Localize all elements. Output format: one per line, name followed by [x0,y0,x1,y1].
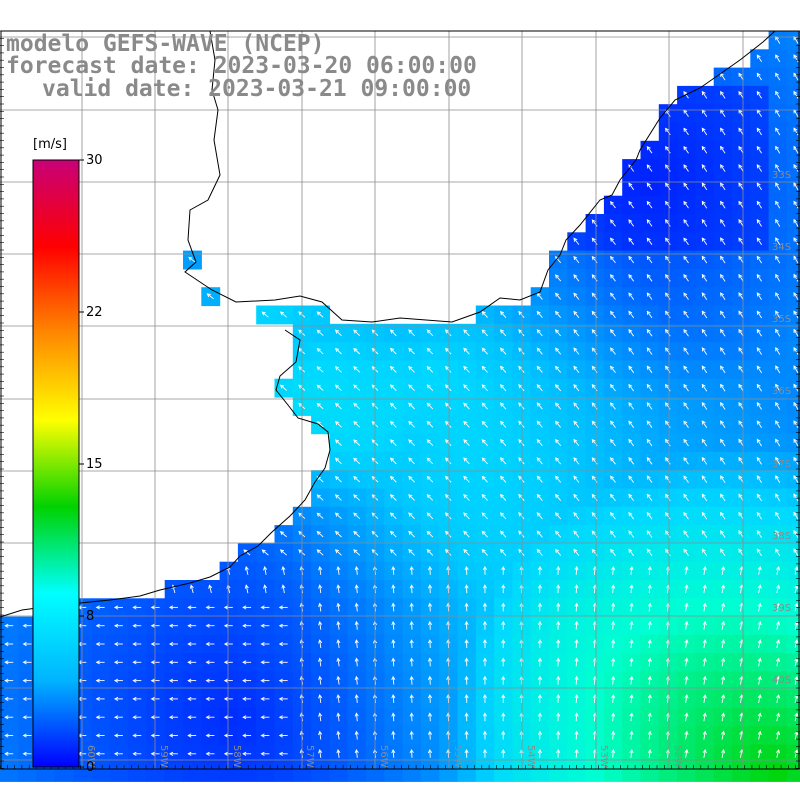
wind-cell [622,763,641,782]
wind-cell [787,214,800,233]
wind-cell [787,141,800,160]
lon-label: 54W [525,745,536,768]
wind-cell [110,763,129,782]
colorbar-tick-label: 15 [86,457,103,472]
wind-cell [695,763,714,782]
colorbar-tick-label: 22 [86,305,103,320]
wind-cell [256,763,275,782]
wind-cell [787,86,800,105]
lon-label: 55W [452,745,463,768]
wind-cell [476,763,495,782]
forecast-date: forecast date: 2023-03-20 06:00:00 [6,55,477,78]
wind-cell [0,763,19,782]
wind-cell [787,360,800,379]
wind-cell [787,708,800,727]
lat-label: 36S [772,386,791,397]
wind-cell [787,543,800,562]
wind-cell [769,763,788,782]
lon-label: 57W [304,745,315,768]
wind-cell [787,434,800,453]
wind-cell [421,763,440,782]
wind-cell [787,287,800,306]
wind-cell [787,617,800,636]
lat-label: 33S [772,170,791,181]
wind-cell [787,470,800,489]
wind-cell [787,507,800,526]
lon-label: 58W [231,745,242,768]
colorbar-unit-label: [m/s] [33,137,67,152]
wind-cell [787,763,800,782]
wind-cell [128,763,147,782]
lat-label: 35S [772,314,791,325]
wind-cell [787,580,800,599]
lat-label: 37S [772,459,791,470]
wind-cell [787,251,800,270]
wind-cell [787,726,800,745]
wind-cell [403,763,422,782]
wind-cell [787,68,800,87]
colorbar-tick-label: 30 [86,153,103,168]
lat-label: 34S [772,242,791,253]
valid-date: valid date: 2023-03-21 09:00:00 [42,78,471,101]
wind-cell [183,763,202,782]
wind-cell [787,104,800,123]
wind-cell [787,690,800,709]
wind-cell [787,324,800,343]
colorbar-tick-label: 8 [86,609,94,624]
wind-cell [787,49,800,68]
lon-label: 56W [378,745,389,768]
lat-label: 40S [772,675,791,686]
colorbar-tick-label: 0 [86,760,94,775]
wind-cell [787,196,800,215]
lon-label: 59W [158,745,169,768]
lon-label: 53W [598,745,609,768]
lat-label: 39S [772,603,791,614]
colorbar-scale [33,160,79,767]
wind-cell [787,31,800,50]
wind-cell [549,763,568,782]
lon-label: 52W [672,745,683,768]
wind-cell [329,763,348,782]
wind-cell [732,763,751,782]
wind-cell [787,123,800,142]
lat-label: 38S [772,531,791,542]
wind-cell [787,397,800,416]
wind-speed-field [0,31,800,782]
wind-cell [787,653,800,672]
